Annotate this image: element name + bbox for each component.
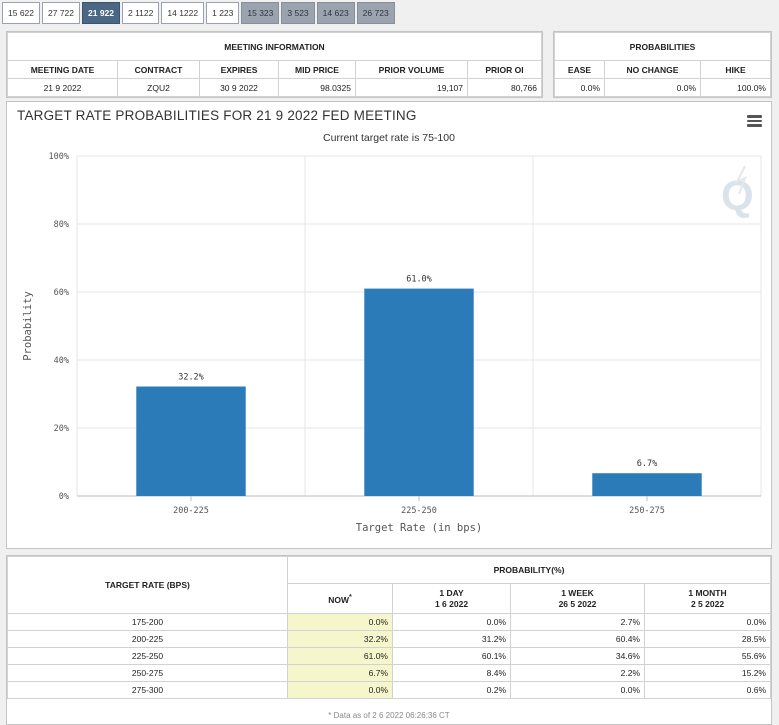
one-month-cell: 55.6% bbox=[644, 647, 771, 665]
one-month-cell: 28.5% bbox=[644, 630, 771, 648]
probability-table: TARGET RATE (BPS) PROBABILITY(%) NOW* 1 … bbox=[7, 556, 771, 699]
target-rate-header: TARGET RATE (BPS) bbox=[7, 556, 288, 614]
probabilities-table: PROBABILITIES EASE NO CHANGE HIKE 0.0% 0… bbox=[554, 32, 771, 97]
col-header-1-week: 1 WEEK 26 5 2022 bbox=[510, 583, 645, 614]
tab-meeting[interactable]: 26 723 bbox=[356, 2, 395, 24]
probabilities-title: PROBABILITIES bbox=[554, 32, 771, 61]
col-header-1-day: 1 DAY 1 6 2022 bbox=[392, 583, 511, 614]
x-axis-title: Target Rate (in bps) bbox=[356, 522, 482, 534]
x-tick-label: 200-225 bbox=[173, 506, 209, 516]
one-week-cell: 0.0% bbox=[510, 681, 645, 699]
meeting-info-title: MEETING INFORMATION bbox=[7, 32, 542, 61]
mid-price-value: 98.0325 bbox=[278, 78, 356, 97]
table-row: 175-200 0.0% 0.0% 2.7% 0.0% bbox=[7, 613, 771, 631]
contract-value: ZQU2 bbox=[117, 78, 200, 97]
footnote-marker: * bbox=[349, 592, 352, 601]
one-week-cell: 2.2% bbox=[510, 664, 645, 682]
now-cell: 6.7% bbox=[287, 664, 393, 682]
col-header-expires: EXPIRES bbox=[199, 60, 279, 79]
col-header-no-change: NO CHANGE bbox=[604, 60, 701, 79]
table-row: 200-225 32.2% 31.2% 60.4% 28.5% bbox=[7, 630, 771, 648]
tab-meeting[interactable]: 2 1122 bbox=[122, 2, 160, 24]
tab-meeting[interactable]: 14 623 bbox=[316, 2, 355, 24]
now-cell: 0.0% bbox=[287, 681, 393, 699]
one-month-cell: 0.6% bbox=[644, 681, 771, 699]
probability-header: PROBABILITY(%) bbox=[287, 556, 771, 584]
bar bbox=[136, 386, 246, 496]
col-header-prior-volume: PRIOR VOLUME bbox=[355, 60, 468, 79]
y-tick-label: 80% bbox=[54, 220, 69, 230]
meeting-date-value: 21 9 2022 bbox=[7, 78, 118, 97]
one-day-cell: 0.2% bbox=[392, 681, 511, 699]
target-rate-cell: 275-300 bbox=[7, 681, 288, 699]
y-tick-label: 40% bbox=[54, 356, 69, 366]
bar bbox=[364, 288, 474, 496]
ease-value: 0.0% bbox=[554, 78, 605, 97]
tab-meeting[interactable]: 1 223 bbox=[206, 2, 240, 24]
one-day-cell: 60.1% bbox=[392, 647, 511, 665]
one-day-cell: 8.4% bbox=[392, 664, 511, 682]
no-change-value: 0.0% bbox=[604, 78, 701, 97]
hamburger-menu-icon[interactable] bbox=[747, 115, 762, 127]
prior-oi-value: 80,766 bbox=[467, 78, 542, 97]
one-week-cell: 34.6% bbox=[510, 647, 645, 665]
y-tick-label: 100% bbox=[49, 152, 69, 162]
meeting-tabs: 15 622 27 722 21 922 2 1122 14 1222 1 22… bbox=[2, 2, 395, 26]
tab-meeting[interactable]: 3 523 bbox=[281, 2, 315, 24]
col-header-hike: HIKE bbox=[700, 60, 771, 79]
tab-meeting[interactable]: 15 622 bbox=[2, 2, 40, 24]
now-cell: 32.2% bbox=[287, 630, 393, 648]
chart-subtitle: Current target rate is 75-100 bbox=[323, 132, 455, 144]
chart-title: TARGET RATE PROBABILITIES FOR 21 9 2022 … bbox=[17, 108, 417, 123]
meeting-info-table: MEETING INFORMATION MEETING DATE CONTRAC… bbox=[7, 32, 542, 97]
y-tick-label: 0% bbox=[59, 492, 69, 502]
x-tick-label: 250-275 bbox=[629, 506, 665, 516]
y-tick-label: 60% bbox=[54, 288, 69, 298]
quikstrike-q-logo-icon: Q bbox=[721, 165, 754, 219]
col-header-meeting-date: MEETING DATE bbox=[7, 60, 118, 79]
tab-meeting[interactable]: 15 323 bbox=[241, 2, 280, 24]
tab-meeting-active[interactable]: 21 922 bbox=[82, 2, 120, 24]
x-tick-label: 225-250 bbox=[401, 506, 437, 516]
col-header-1-month: 1 MONTH 2 5 2022 bbox=[644, 583, 771, 614]
col-header-mid-price: MID PRICE bbox=[278, 60, 356, 79]
one-month-cell: 15.2% bbox=[644, 664, 771, 682]
y-axis-title: Probability bbox=[22, 291, 34, 361]
target-rate-cell: 225-250 bbox=[7, 647, 288, 665]
col-header-contract: CONTRACT bbox=[117, 60, 200, 79]
col-header-ease: EASE bbox=[554, 60, 605, 79]
table-row: 250-275 6.7% 8.4% 2.2% 15.2% bbox=[7, 664, 771, 682]
prior-volume-value: 19,107 bbox=[355, 78, 468, 97]
target-rate-cell: 200-225 bbox=[7, 630, 288, 648]
probability-table-panel: TARGET RATE (BPS) PROBABILITY(%) NOW* 1 … bbox=[6, 555, 772, 725]
bar bbox=[592, 473, 702, 496]
target-rate-cell: 250-275 bbox=[7, 664, 288, 682]
one-month-cell: 0.0% bbox=[644, 613, 771, 631]
col-header-now: NOW* bbox=[287, 583, 393, 614]
tab-meeting[interactable]: 14 1222 bbox=[161, 2, 205, 24]
now-cell: 61.0% bbox=[287, 647, 393, 665]
tab-meeting[interactable]: 27 722 bbox=[42, 2, 80, 24]
one-day-cell: 31.2% bbox=[392, 630, 511, 648]
bar-value-label: 32.2% bbox=[178, 373, 204, 383]
expires-value: 30 9 2022 bbox=[199, 78, 279, 97]
bar-chart: 0% 20% 40% 60% 80% 100% 32.2% 200-225 61.0% 225-2… bbox=[22, 152, 762, 534]
target-rate-cell: 175-200 bbox=[7, 613, 288, 631]
col-header-prior-oi: PRIOR OI bbox=[467, 60, 542, 79]
one-week-cell: 2.7% bbox=[510, 613, 645, 631]
data-timestamp-note: * Data as of 2 6 2022 06:26:36 CT bbox=[328, 711, 450, 720]
hike-value: 100.0% bbox=[700, 78, 771, 97]
table-row: 275-300 0.0% 0.2% 0.0% 0.6% bbox=[7, 681, 771, 699]
chart-panel: TARGET RATE PROBABILITIES FOR 21 9 2022 … bbox=[6, 101, 772, 549]
meeting-info-panel: MEETING INFORMATION MEETING DATE CONTRAC… bbox=[6, 31, 543, 98]
one-day-cell: 0.0% bbox=[392, 613, 511, 631]
table-row: 225-250 61.0% 60.1% 34.6% 55.6% bbox=[7, 647, 771, 665]
probabilities-panel: PROBABILITIES EASE NO CHANGE HIKE 0.0% 0… bbox=[553, 31, 772, 98]
bar-value-label: 61.0% bbox=[406, 275, 432, 285]
now-cell: 0.0% bbox=[287, 613, 393, 631]
y-tick-label: 20% bbox=[54, 424, 69, 434]
one-week-cell: 60.4% bbox=[510, 630, 645, 648]
bar-value-label: 6.7% bbox=[637, 459, 657, 469]
